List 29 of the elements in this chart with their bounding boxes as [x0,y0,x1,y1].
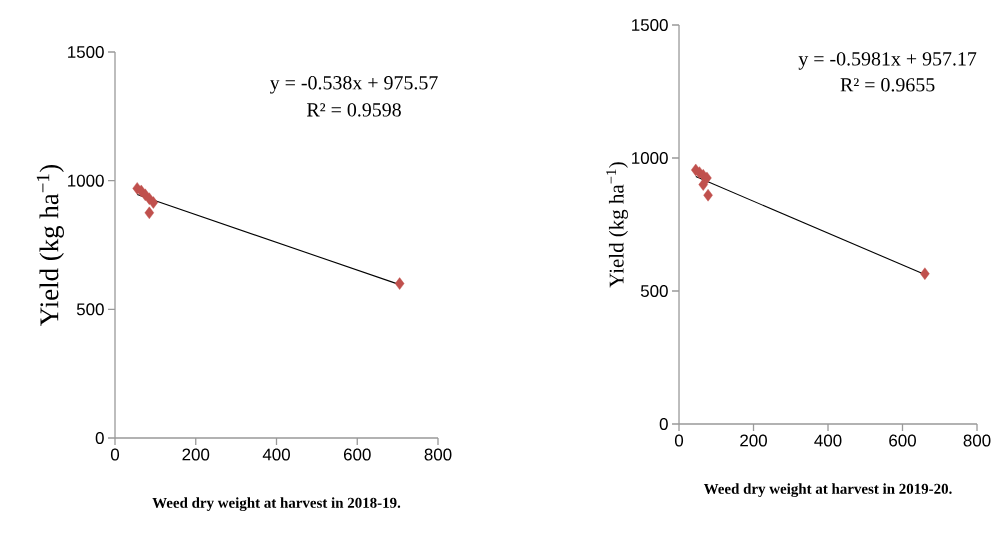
x-axis-title: Weed dry weight at harvest in 2019-20. [703,483,952,498]
y-tick-label: 1000 [632,152,668,164]
y-axis-title: Yield (kg ha$^{−1}$) [36,164,64,326]
x-axis-title: Weed dry weight at harvest in 2018-19. [152,497,401,512]
x-tick-label: 400 [814,434,842,447]
annotation: y = -0.538x + 975.57 [269,76,438,94]
x-tick-label: 0 [110,448,120,461]
annotation: y = -0.5981x + 957.17 [798,52,977,70]
y-tick-label: 500 [76,303,104,316]
x-tick-label: 400 [262,448,290,461]
y-tick-label: 1000 [68,174,104,187]
y-axis-title: Yield (kg ha$^{−1}$) [606,162,628,288]
annotation: R² = 0.9598 [306,103,401,117]
y-tick-label: 0 [659,418,668,430]
x-tick-label: 800 [424,448,452,461]
y-tick-label: 1500 [68,46,104,58]
point [703,189,713,202]
x-tick-label: 600 [889,434,916,447]
x-tick-label: 200 [182,448,210,461]
y-tick-label: 500 [640,285,668,297]
annotation: R² = 0.9655 [840,78,935,92]
x-tick-label: 200 [740,434,767,447]
x-tick-label: 600 [343,448,371,461]
point [144,206,155,220]
y-tick-label: 1500 [632,19,668,31]
x-tick-label: 800 [963,434,991,447]
point [920,267,930,280]
point [394,277,405,290]
x-tick-label: 0 [674,434,684,447]
